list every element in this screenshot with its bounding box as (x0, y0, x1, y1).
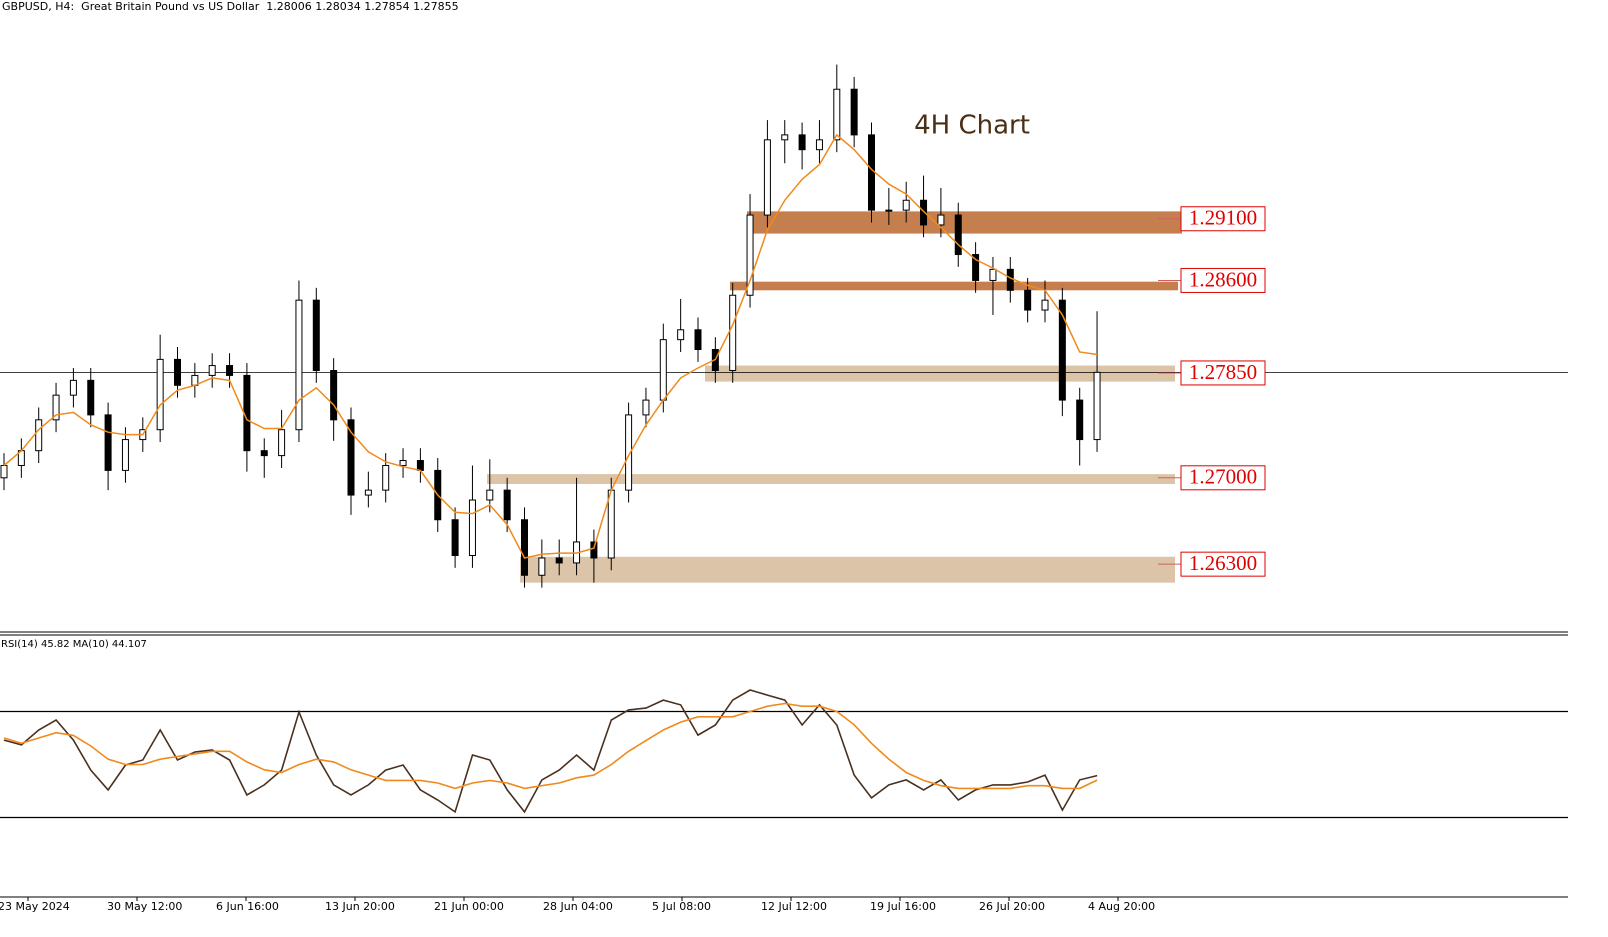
candle-body (451, 519, 459, 557)
candle-body (920, 199, 928, 226)
x-tick-label: 13 Jun 20:00 (325, 900, 395, 913)
x-tick-label: 6 Jun 16:00 (216, 900, 279, 913)
candle-body (121, 439, 129, 471)
candle-body (798, 134, 806, 151)
x-tick-label: 23 May 2024 (0, 900, 70, 913)
rsi-line (3, 702, 1098, 790)
level-label: 1.27850 (1189, 360, 1257, 384)
candle-body (815, 139, 823, 151)
candle-body (868, 134, 875, 211)
candle-body (885, 209, 893, 212)
candle-body (677, 329, 685, 341)
candle-body (416, 460, 424, 471)
level-label: 1.28600 (1189, 267, 1257, 291)
candle-body (364, 489, 372, 496)
candle-body (312, 299, 320, 371)
level-label-box (1180, 267, 1266, 293)
candle-body (295, 299, 303, 431)
level-zone (487, 474, 1175, 484)
candle-body (278, 429, 286, 457)
candle-body (833, 88, 841, 141)
candle-body (347, 419, 355, 496)
candle-body (260, 450, 268, 457)
candle-body (208, 365, 216, 376)
candle-body (226, 365, 234, 376)
candle-body (1093, 371, 1101, 441)
candle-body (486, 489, 494, 501)
candle-body (781, 134, 789, 141)
candle-body (729, 294, 737, 371)
candle-body (243, 374, 251, 452)
x-tick-label: 5 Jul 08:00 (652, 900, 711, 913)
x-tick-label: 30 May 12:00 (107, 900, 182, 913)
candle-body (590, 541, 598, 559)
candle-body (954, 214, 962, 256)
candle-body (382, 464, 390, 491)
level-label-box (1180, 360, 1266, 386)
candle-body (625, 414, 633, 491)
candle-body (763, 139, 771, 216)
x-tick-label: 19 Jul 16:00 (870, 900, 936, 913)
candle-body (69, 379, 77, 396)
candle-body (35, 419, 43, 452)
chart-title: GBPUSD, H4: Great Britain Pound vs US Do… (2, 0, 459, 13)
candle-body (850, 88, 858, 136)
x-tick-label: 12 Jul 12:00 (761, 900, 827, 913)
candle-body (399, 460, 407, 466)
level-label-box (1180, 551, 1266, 577)
level-label: 1.27000 (1189, 465, 1257, 489)
candle-body (972, 254, 980, 281)
candle-body (659, 339, 667, 401)
level-zone (520, 556, 1175, 583)
x-tick-label: 21 Jun 00:00 (434, 900, 504, 913)
candle-body (87, 379, 95, 416)
level-zone (747, 211, 1182, 234)
level-zone (705, 365, 1175, 382)
level-label-box (1180, 206, 1266, 232)
candle-body (1041, 299, 1049, 311)
candle-body (156, 358, 164, 431)
candle-body (746, 214, 754, 296)
candle-body (503, 489, 511, 521)
candle-body (174, 358, 181, 386)
candle-body (1058, 299, 1066, 401)
candle-body (989, 268, 997, 281)
level-label-box (1180, 465, 1266, 491)
level-zone (730, 281, 1178, 291)
level-label: 1.26300 (1189, 551, 1257, 575)
candle-body (902, 199, 910, 211)
candle-body (607, 489, 615, 559)
x-tick-label: 28 Jun 04:00 (543, 900, 613, 913)
candle-body (468, 499, 476, 557)
candle-body (52, 394, 60, 421)
candle-body (642, 399, 650, 416)
candle-body (0, 464, 8, 479)
candle-body (330, 369, 338, 421)
x-tick-label: 26 Jul 20:00 (979, 900, 1045, 913)
candle-body (937, 214, 945, 226)
candle-body (1024, 289, 1032, 311)
candle-body (1076, 399, 1084, 441)
rsi-title: RSI(14) 45.82 MA(10) 44.107 (1, 639, 147, 650)
candle-body (538, 557, 546, 576)
candle-body (555, 557, 563, 564)
candle-body (1006, 268, 1014, 291)
moving-average (3, 133, 1098, 559)
x-tick-label: 4 Aug 20:00 (1088, 900, 1155, 913)
level-label: 1.29100 (1189, 206, 1257, 230)
candle-body (521, 519, 528, 576)
annotation: 4H Chart (914, 111, 1030, 141)
candle-body (104, 414, 112, 471)
candle-body (694, 329, 702, 351)
